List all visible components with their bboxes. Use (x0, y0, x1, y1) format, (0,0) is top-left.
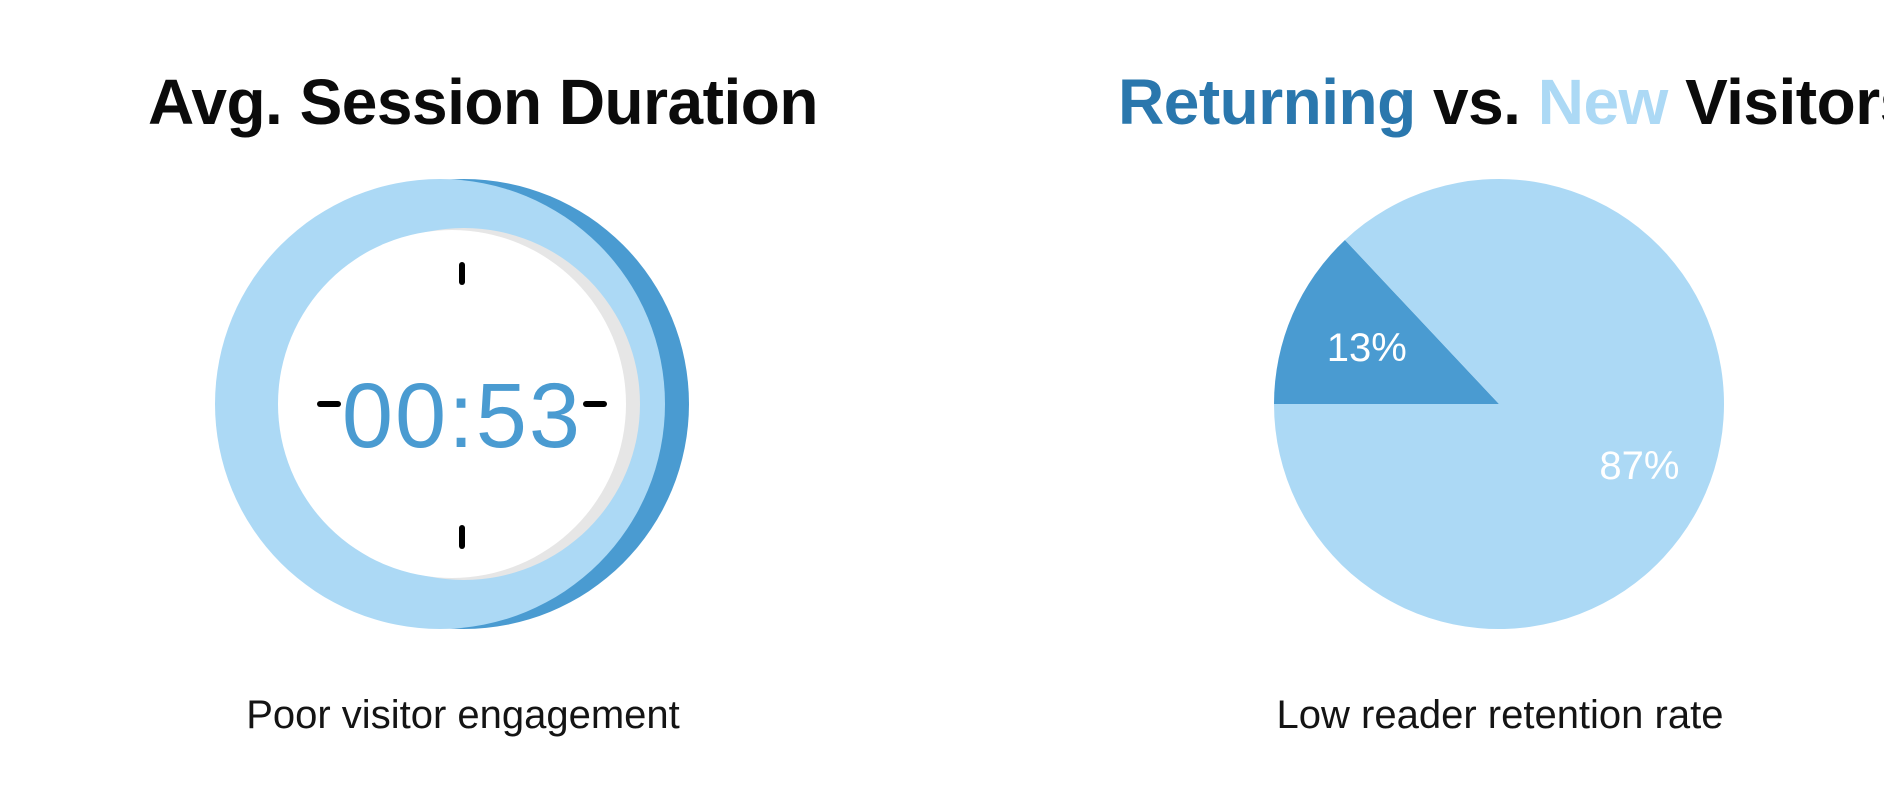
visitors-pie-chart: 13% 87% (1274, 179, 1725, 630)
pie-slices (1274, 179, 1725, 630)
session-duration-title: Avg. Session Duration (148, 66, 818, 138)
title-visitors: Visitors (1685, 66, 1884, 138)
session-duration-panel: Avg. Session Duration 00:53 Poor visitor… (0, 0, 930, 798)
title-vs: vs. (1415, 66, 1538, 138)
pie-label-13: 13% (1327, 326, 1407, 370)
pie-slice-87 (1274, 179, 1725, 630)
visitors-caption: Low reader retention rate (1276, 693, 1724, 737)
visitors-panel: Returning vs. New Visitors 13% 87% Low re… (1000, 0, 1884, 798)
session-timer-graphic: 00:53 (215, 179, 689, 629)
pie-label-87: 87% (1599, 444, 1679, 488)
pie-slice-13 (1274, 239, 1499, 404)
visitors-title: Returning vs. New Visitors (1118, 62, 1884, 142)
timer-dial (215, 179, 689, 629)
session-duration-caption: Poor visitor engagement (246, 693, 680, 737)
pie-labels: 13% 87% (1327, 326, 1680, 488)
title-returning: Returning (1118, 66, 1416, 138)
session-duration-value: 00:53 (342, 365, 582, 467)
timer-face (278, 230, 626, 578)
title-new: New (1537, 66, 1669, 138)
